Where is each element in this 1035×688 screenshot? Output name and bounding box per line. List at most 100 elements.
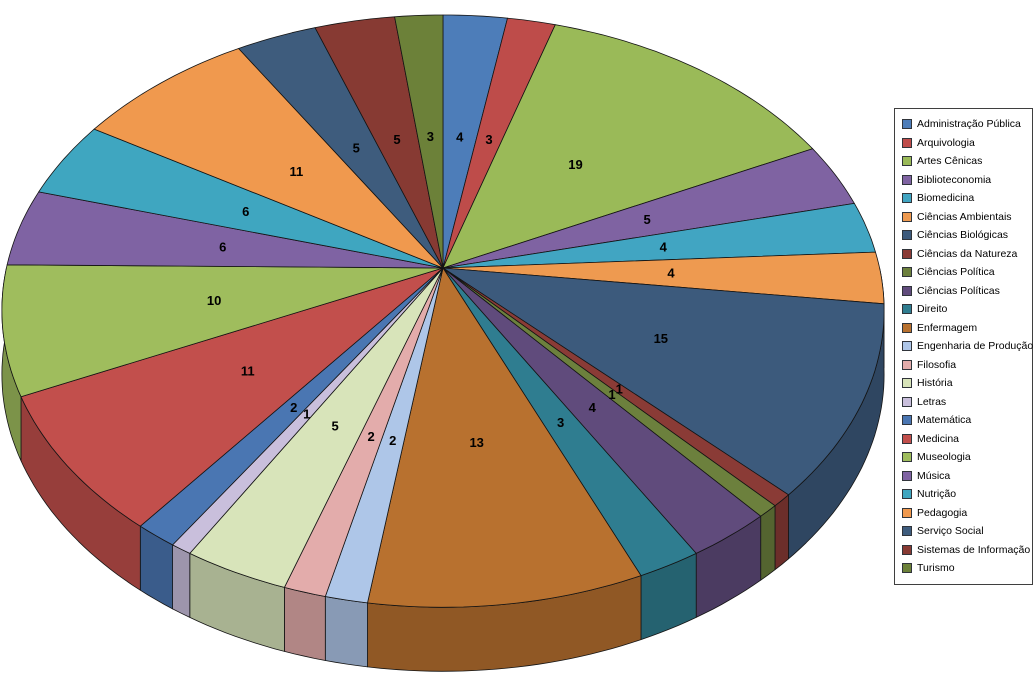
- legend-item-label: Ciências Políticas: [917, 284, 1000, 297]
- legend-item-label: Enfermagem: [917, 321, 978, 334]
- pie-slice: [442, 148, 855, 269]
- legend-item-label: Ciências Biológicas: [917, 229, 1009, 242]
- legend-swatch-icon: [902, 304, 912, 315]
- data-label: 1: [303, 407, 310, 422]
- data-label: 6: [242, 204, 249, 219]
- data-label: 13: [469, 435, 483, 450]
- legend-item-label: Música: [917, 469, 951, 482]
- data-label: 19: [568, 157, 582, 172]
- legend-swatch-icon: [902, 526, 912, 537]
- data-label: 6: [219, 239, 226, 254]
- legend-item: Medicina: [902, 430, 1029, 449]
- pie-slice: [442, 267, 697, 576]
- legend-item-label: Medicina: [917, 432, 960, 445]
- legend-item-label: Matemática: [917, 414, 972, 427]
- legend-item: Sistemas de Informação: [902, 541, 1030, 560]
- legend: Administração Pública Arquivologia Artes C…: [894, 108, 1033, 585]
- data-label: 4: [667, 266, 675, 281]
- legend-swatch-icon: [902, 322, 912, 333]
- legend-item-label: Serviço Social: [917, 525, 984, 538]
- legend-item: Turismo: [902, 559, 1029, 578]
- legend-swatch-icon: [902, 359, 912, 370]
- legend-item-label: Biblioteconomia: [917, 173, 992, 186]
- data-label: 4: [660, 239, 668, 254]
- legend-item-label: Biomedicina: [917, 192, 975, 205]
- pie-slice: [38, 128, 444, 269]
- legend-item: Ciências Políticas: [902, 282, 1029, 301]
- legend-swatch-icon: [902, 230, 912, 241]
- legend-swatch-icon: [902, 396, 912, 407]
- legend-item-label: Engenharia de Produção: [917, 340, 1034, 353]
- legend-item: Matemática: [902, 411, 1029, 430]
- legend-swatch-icon: [902, 119, 912, 130]
- legend-swatch-icon: [902, 174, 912, 185]
- legend-item-label: Ciências da Natureza: [917, 247, 1018, 260]
- legend-item: Artes Cênicas: [902, 152, 1029, 171]
- legend-swatch-icon: [902, 544, 912, 555]
- pie-slice: [1, 264, 444, 398]
- pie-slice: [93, 48, 444, 269]
- pie-slice-wall: [172, 544, 191, 618]
- pie-slice: [314, 16, 444, 269]
- pie-slice-wall: [774, 494, 789, 571]
- legend-swatch-icon: [902, 489, 912, 500]
- legend-swatch-icon: [902, 378, 912, 389]
- pie-slice: [189, 267, 444, 588]
- data-label: 2: [290, 400, 297, 415]
- legend-item: Enfermagem: [902, 319, 1029, 338]
- legend-swatch-icon: [902, 156, 912, 167]
- legend-item-label: Administração Pública: [917, 118, 1021, 131]
- data-label: 3: [557, 415, 564, 430]
- pie-slice: [442, 203, 876, 269]
- legend-item-label: Ciências Ambientais: [917, 210, 1012, 223]
- legend-item-label: Pedagogia: [917, 506, 968, 519]
- legend-swatch-icon: [902, 211, 912, 222]
- data-label: 4: [589, 400, 597, 415]
- legend-swatch-icon: [902, 285, 912, 296]
- legend-item-label: História: [917, 377, 953, 390]
- data-label: 11: [241, 364, 255, 379]
- legend-item: Biblioteconomia: [902, 171, 1029, 190]
- legend-item: Engenharia de Produção: [902, 337, 1033, 356]
- legend-item: Pedagogia: [902, 504, 1029, 523]
- pie-slice: [6, 191, 444, 269]
- legend-item: Ciências Biológicas: [902, 226, 1029, 245]
- legend-item-label: Artes Cênicas: [917, 155, 983, 168]
- legend-swatch-icon: [902, 507, 912, 518]
- legend-item: Museologia: [902, 448, 1029, 467]
- data-label: 1: [616, 381, 623, 396]
- data-label: 5: [643, 212, 650, 227]
- legend-item: História: [902, 374, 1029, 393]
- legend-item-label: Direito: [917, 303, 948, 316]
- legend-item: Ciências Política: [902, 263, 1029, 282]
- data-label: 2: [367, 429, 374, 444]
- legend-swatch-icon: [902, 341, 912, 352]
- legend-item: Ciências Ambientais: [902, 208, 1029, 227]
- legend-swatch-icon: [902, 470, 912, 481]
- legend-item: Música: [902, 467, 1029, 486]
- data-label: 5: [331, 419, 338, 434]
- data-label: 2: [389, 433, 396, 448]
- data-label: 3: [427, 129, 434, 144]
- legend-item-label: Letras: [917, 395, 947, 408]
- legend-item: Ciências da Natureza: [902, 245, 1029, 264]
- data-label: 11: [290, 164, 304, 179]
- legend-item: Direito: [902, 300, 1029, 319]
- legend-swatch-icon: [902, 415, 912, 426]
- legend-item: Arquivologia: [902, 134, 1029, 153]
- legend-swatch-icon: [902, 452, 912, 463]
- legend-swatch-icon: [902, 433, 912, 444]
- legend-item-label: Turismo: [917, 562, 955, 575]
- pie-slice: [442, 267, 762, 554]
- pie-slice-wall: [324, 596, 368, 668]
- pie-slice: [238, 27, 444, 269]
- legend-item-label: Arquivologia: [917, 136, 975, 149]
- legend-swatch-icon: [902, 267, 912, 278]
- legend-item: Filosofia: [902, 356, 1029, 375]
- pie-slice: [442, 251, 885, 305]
- pie-slice: [394, 14, 444, 269]
- legend-swatch-icon: [902, 193, 912, 204]
- pie-slice: [20, 267, 444, 527]
